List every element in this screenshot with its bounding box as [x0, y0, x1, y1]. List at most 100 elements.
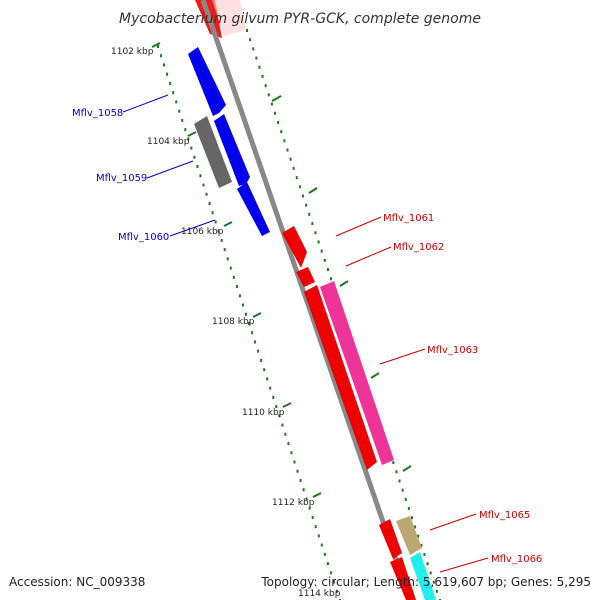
left-track-dot	[157, 45, 159, 48]
left-track-dot	[254, 340, 257, 344]
right-track-dot	[270, 102, 273, 106]
right-track-dot	[323, 258, 326, 262]
leader-mflv-1065	[429, 513, 477, 531]
gene-mflv-1060	[237, 182, 270, 236]
gene-mflv-1059	[214, 114, 250, 186]
major-tick-right-1	[308, 187, 318, 194]
gene-label-mflv-1059[interactable]: Mflv_1059	[96, 173, 147, 184]
left-track-dot	[281, 423, 284, 427]
left-track-dot	[251, 331, 254, 335]
gene-mflv-1063a	[304, 285, 377, 470]
right-track-dot	[277, 120, 280, 124]
left-track-dot	[175, 100, 178, 104]
gene-label-mflv-1060[interactable]: Mflv_1060	[118, 232, 169, 243]
left-track-dot	[293, 460, 296, 464]
left-track-dot	[232, 275, 235, 279]
right-track-dot	[395, 470, 398, 474]
left-track-dot	[335, 589, 338, 593]
right-track-dot	[320, 249, 323, 253]
right-track-dot	[308, 212, 311, 216]
left-track-dot	[202, 183, 205, 187]
right-track-dot	[302, 194, 305, 198]
faded-pink-gene	[212, 0, 246, 36]
left-track-dot	[311, 515, 314, 519]
left-track-dot	[272, 395, 275, 399]
left-track-dot	[290, 451, 293, 455]
gene-red-bottom	[390, 557, 416, 600]
left-track-dot	[190, 146, 193, 150]
left-track-dot	[193, 155, 196, 159]
left-track-dot	[214, 220, 217, 224]
label-leader-lines	[122, 94, 489, 573]
right-track-dot	[289, 157, 292, 161]
right-track-dot	[246, 29, 248, 32]
right-track-dot	[429, 571, 432, 575]
left-track-dot	[169, 81, 172, 85]
kbp-label-1112: 1112 kbp	[272, 498, 315, 508]
left-track-dot	[305, 497, 308, 501]
left-track-dot	[284, 432, 287, 436]
kbp-label-1106: 1106 kbp	[181, 227, 224, 237]
tick-guides	[151, 29, 441, 600]
left-track-dot	[308, 506, 311, 510]
right-track-dot	[404, 497, 407, 501]
right-track-dot	[283, 139, 286, 143]
left-track-dot	[217, 229, 220, 233]
right-track-dot	[264, 84, 267, 88]
left-track-dot	[172, 91, 175, 95]
major-tick-left-2	[223, 221, 233, 227]
right-track-dot	[401, 488, 404, 492]
left-track-dot	[226, 257, 229, 261]
major-tick-left-3	[252, 312, 262, 318]
left-track-dot	[181, 118, 184, 122]
major-tick-left-1	[187, 131, 197, 137]
gene-label-mflv-1061[interactable]: Mflv_1061	[383, 213, 434, 224]
gene-label-mflv-1058[interactable]: Mflv_1058	[72, 108, 123, 119]
left-track-dot	[275, 405, 278, 409]
gene-mflv-1063b	[320, 281, 394, 465]
left-track-dot	[163, 63, 166, 67]
right-track-dot	[314, 231, 317, 235]
left-track-dot	[178, 109, 181, 113]
accession-text: Accession: NC_009338	[9, 575, 145, 589]
leader-mflv-1063	[379, 348, 426, 365]
right-track-dot	[407, 507, 410, 511]
major-tick-right-4	[402, 465, 412, 472]
left-track-dot	[332, 580, 335, 584]
right-track-dot	[414, 525, 417, 529]
right-track-dot	[261, 74, 264, 78]
genome-backbone	[200, 0, 413, 600]
leader-mflv-1058	[122, 94, 169, 113]
gene-label-mflv-1062[interactable]: Mflv_1062	[393, 242, 444, 253]
right-track-dot	[432, 580, 435, 584]
left-track-dot	[208, 201, 211, 205]
right-track-dot	[420, 543, 423, 547]
gene-mflv-1058	[188, 47, 226, 116]
left-track-dot	[241, 303, 244, 307]
left-track-dot	[229, 266, 232, 270]
gene-mflv-1065b	[396, 516, 422, 555]
right-track-dot	[280, 130, 283, 134]
gene-mflv-1061	[282, 226, 307, 268]
left-track-dot	[314, 525, 317, 529]
gene-label-mflv-1066[interactable]: Mflv_1066	[491, 554, 542, 565]
right-track-dot	[417, 534, 420, 538]
leader-mflv-1059	[146, 160, 194, 179]
gene-label-mflv-1063[interactable]: Mflv_1063	[427, 345, 478, 356]
right-track-dot	[292, 166, 295, 170]
gene-mflv-1062	[296, 267, 315, 287]
right-track-dot	[298, 185, 301, 189]
gene-gray	[194, 116, 232, 188]
right-track-dot	[295, 176, 298, 180]
right-track-dot	[258, 65, 261, 69]
map-title: Mycobacterium gilvum PYR-GCK, complete g…	[119, 11, 481, 27]
gene-label-mflv-1065[interactable]: Mflv_1065	[479, 510, 530, 521]
right-track-dot	[392, 461, 395, 465]
left-track-dot	[299, 478, 302, 482]
gene-mflv-1066	[410, 552, 436, 600]
left-track-dot	[238, 294, 241, 298]
right-track-dot	[255, 56, 258, 60]
left-track-dot	[320, 543, 323, 547]
right-track-dot	[267, 93, 270, 97]
